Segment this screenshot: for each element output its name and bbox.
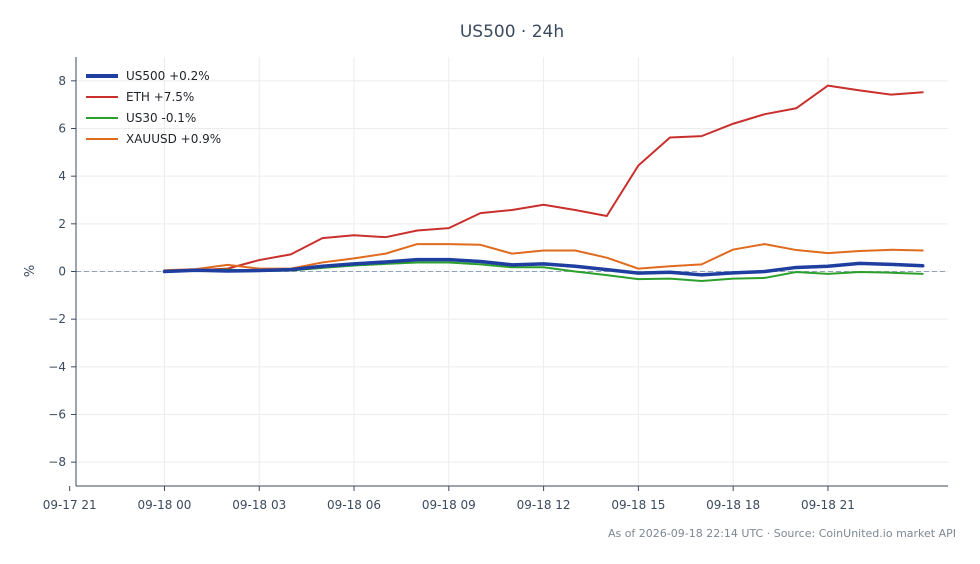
y-tick-label: 4 bbox=[58, 169, 66, 183]
y-tick-label: −8 bbox=[48, 455, 66, 469]
y-tick-label: −6 bbox=[48, 408, 66, 422]
x-tick-label: 09-18 12 bbox=[517, 498, 571, 512]
y-tick-label: −4 bbox=[48, 360, 66, 374]
legend-label-us500: US500 +0.2% bbox=[126, 69, 210, 83]
footer-note: As of 2026-09-18 22:14 UTC · Source: Coi… bbox=[608, 527, 956, 540]
y-tick-label: −2 bbox=[48, 312, 66, 326]
y-axis-label: % bbox=[23, 265, 38, 277]
legend-label-xauusd: XAUUSD +0.9% bbox=[126, 132, 221, 146]
x-tick-label: 09-18 21 bbox=[801, 498, 855, 512]
x-tick-label: 09-17 21 bbox=[43, 498, 97, 512]
x-tick-label: 09-18 09 bbox=[422, 498, 476, 512]
series-line-eth bbox=[163, 84, 924, 273]
legend: US500 +0.2% ETH +7.5% US30 -0.1% XAUUSD +0.… bbox=[86, 69, 221, 146]
x-tick-label: 09-18 00 bbox=[137, 498, 191, 512]
y-tick-label: 8 bbox=[58, 74, 66, 88]
tick-labels: 09-17 21 09-18 00 09-18 03 09-18 06 09-18 09… bbox=[43, 74, 855, 512]
x-tick-label: 09-18 06 bbox=[327, 498, 381, 512]
legend-label-us30: US30 -0.1% bbox=[126, 111, 196, 125]
chart-title: US500 · 24h bbox=[460, 22, 564, 42]
axes bbox=[69, 57, 948, 491]
y-tick-label: 0 bbox=[58, 265, 66, 279]
y-tick-label: 6 bbox=[58, 122, 66, 136]
x-tick-label: 09-18 15 bbox=[611, 498, 665, 512]
series-lines bbox=[162, 84, 925, 283]
series-line-us500 bbox=[162, 257, 925, 277]
y-tick-label: 2 bbox=[58, 217, 66, 231]
x-tick-label: 09-18 18 bbox=[706, 498, 760, 512]
legend-label-eth: ETH +7.5% bbox=[126, 90, 194, 104]
x-tick-label: 09-18 03 bbox=[232, 498, 286, 512]
